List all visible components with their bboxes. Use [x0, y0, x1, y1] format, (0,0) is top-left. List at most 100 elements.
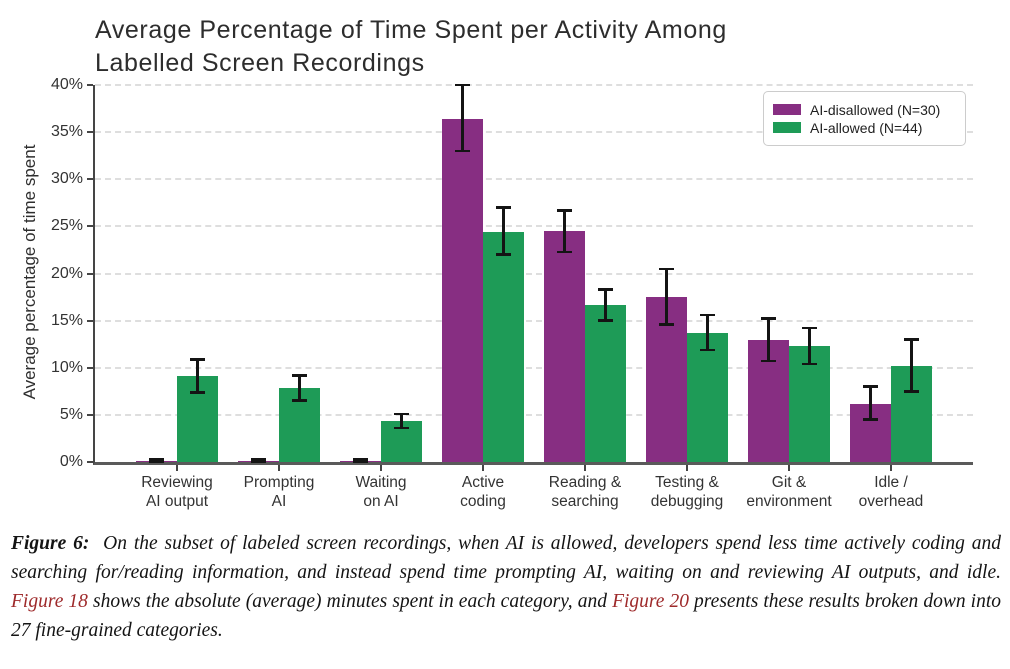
error-bar-cap — [659, 323, 674, 326]
error-bar-cap — [700, 348, 715, 352]
x-category-label: Git & environment — [746, 474, 832, 510]
error-bar-cap — [496, 206, 511, 209]
error-bar-cap — [251, 458, 266, 461]
y-tick-mark — [87, 461, 93, 463]
error-bar-cap — [557, 209, 572, 212]
x-category-label: Reviewing AI output — [141, 474, 213, 510]
error-bar — [461, 85, 464, 151]
error-bar — [563, 210, 566, 252]
y-tick-mark — [87, 272, 93, 275]
error-bar — [665, 268, 668, 325]
error-bar-cap — [659, 267, 674, 271]
figure-caption: Figure 6: On the subset of labeled scree… — [11, 529, 1001, 645]
gridline-10% — [95, 366, 973, 369]
x-category-label: Idle / overhead — [858, 474, 924, 510]
chart-title: Average Percentage of Time Spent per Act… — [95, 16, 727, 77]
caption-text-1: On the subset of labeled screen recordin… — [11, 533, 1001, 583]
y-tick-mark — [87, 319, 93, 322]
error-bar-cap — [149, 458, 164, 461]
error-bar — [910, 339, 913, 392]
x-tick-mark — [176, 465, 178, 471]
error-bar-cap — [700, 313, 715, 317]
error-bar — [298, 375, 301, 401]
error-bar-cap — [251, 460, 266, 463]
caption-text-2: shows the absolute (average) minutes spe… — [87, 591, 613, 612]
x-tick-mark — [584, 465, 586, 471]
error-bar-cap — [904, 338, 919, 341]
y-tick-label: 0% — [59, 453, 83, 470]
legend-label-ai-disallowed: AI-disallowed (N=30) — [810, 101, 941, 118]
bar-ai-allowed — [483, 232, 524, 462]
legend-item-ai-disallowed: AI-disallowed (N=30) — [773, 101, 955, 118]
gridline-5% — [95, 413, 973, 416]
y-tick-mark — [87, 84, 93, 86]
x-category-label: Prompting AI — [243, 474, 315, 510]
x-tick-mark — [686, 465, 688, 471]
y-tick-mark — [87, 366, 93, 369]
gridline-15% — [95, 319, 973, 322]
y-tick-label: 35% — [50, 123, 83, 141]
x-tick-mark — [890, 465, 892, 471]
bar-ai-disallowed — [442, 118, 483, 462]
x-tick-mark — [482, 465, 484, 471]
gridline-20% — [95, 272, 973, 275]
bar-ai-allowed — [789, 346, 830, 462]
y-tick-mark — [87, 225, 93, 228]
caption-text-3: presents these results broken down into … — [11, 591, 1001, 641]
error-bar-cap — [598, 288, 613, 291]
error-bar-cap — [557, 250, 572, 254]
error-bar — [502, 207, 505, 255]
error-bar-cap — [353, 458, 368, 461]
figure-18-link[interactable]: Figure 18 — [11, 591, 88, 612]
x-category-label: Testing & debugging — [650, 474, 724, 510]
y-tick-label: 15% — [50, 311, 83, 329]
error-bar-cap — [761, 359, 776, 363]
ai-allowed-swatch — [773, 122, 801, 133]
error-bar — [808, 328, 811, 364]
error-bar — [604, 289, 607, 321]
error-bar-cap — [802, 362, 817, 366]
error-bar-cap — [863, 418, 878, 421]
x-tick-mark — [278, 465, 280, 471]
error-bar-cap — [292, 399, 307, 402]
x-tick-mark — [788, 465, 790, 471]
y-tick-mark — [87, 178, 93, 181]
error-bar-cap — [802, 326, 817, 330]
x-category-label: Active coding — [460, 474, 506, 510]
legend: AI-disallowed (N=30) AI-allowed (N=44) — [763, 91, 966, 146]
bar-ai-allowed — [687, 332, 728, 462]
y-tick-label: 25% — [50, 217, 83, 235]
error-bar-cap — [190, 358, 205, 361]
x-category-label: Waiting on AI — [355, 474, 407, 510]
figure-caption-label: Figure 6: — [11, 533, 90, 554]
x-tick-mark — [380, 465, 382, 471]
legend-item-ai-allowed: AI-allowed (N=44) — [773, 119, 955, 136]
y-tick-mark — [87, 413, 93, 416]
error-bar-cap — [149, 460, 164, 463]
error-bar-cap — [353, 460, 368, 463]
error-bar — [767, 318, 770, 362]
error-bar — [196, 359, 199, 393]
legend-label-ai-allowed: AI-allowed (N=44) — [810, 119, 923, 136]
y-tick-mark — [87, 131, 93, 134]
gridline-35% — [95, 131, 973, 134]
ai-disallowed-swatch — [773, 104, 801, 115]
x-category-label: Reading & searching — [548, 474, 622, 510]
gridline-30% — [95, 178, 973, 181]
gridline-40% — [95, 84, 973, 86]
plot-area: 0% 5% 10% 15% 20% 25% 30% 35% 40% Reviewing AI ou… — [51, 76, 973, 510]
error-bar-cap — [394, 426, 409, 430]
error-bar-cap — [496, 253, 511, 256]
y-tick-label: 20% — [50, 264, 83, 282]
error-bar-cap — [455, 149, 470, 153]
error-bar-cap — [598, 319, 613, 322]
error-bar-cap — [863, 385, 878, 388]
error-bar-cap — [190, 391, 205, 394]
gridline-25% — [95, 225, 973, 228]
error-bar-cap — [761, 317, 776, 320]
y-tick-label: 40% — [50, 76, 83, 93]
figure-20-link[interactable]: Figure 20 — [612, 591, 689, 612]
y-tick-label: 5% — [59, 405, 83, 423]
error-bar-cap — [292, 374, 307, 377]
error-bar — [400, 413, 403, 429]
